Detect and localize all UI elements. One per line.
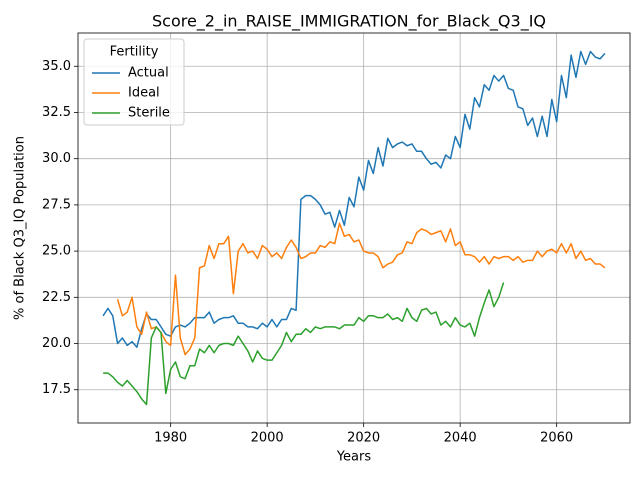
y-tick-label: 20.0 [42,336,71,351]
legend-box [83,38,185,126]
legend-label: Actual [128,66,169,81]
y-tick-label: 17.5 [42,382,71,397]
y-tick-label: 32.5 [42,105,71,120]
legend-title: Fertility [110,45,159,60]
x-tick-label: 2060 [540,431,573,446]
x-tick-label: 2020 [347,431,380,446]
x-tick-label: 2040 [444,431,477,446]
x-axis-label: Years [336,450,372,465]
chart-title: Score_2_in_RAISE_IMMIGRATION_for_Black_Q… [152,12,546,32]
line-series [102,50,606,348]
y-tick-label: 27.5 [42,197,71,212]
y-tick-label: 25.0 [42,244,71,259]
line-series [116,222,606,356]
legend-label: Sterile [128,106,170,121]
line-series [103,282,505,406]
x-tick-label: 1980 [154,431,187,446]
legend: Fertility Actual Ideal Sterile [83,38,185,126]
x-tick-label: 2000 [251,431,284,446]
y-tick-label: 22.5 [42,290,71,305]
y-tick-label: 35.0 [42,59,71,74]
y-tick-label: 30.0 [42,151,71,166]
legend-label: Ideal [128,86,160,101]
plot-frame [77,32,631,424]
y-axis-label: % of Black Q3_IQ Population [13,136,28,320]
